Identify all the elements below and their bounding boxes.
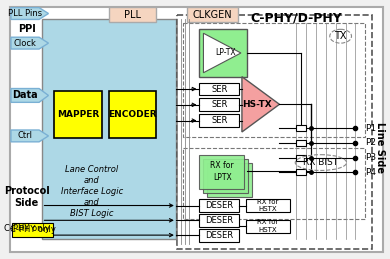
Text: P1: P1	[365, 124, 376, 133]
Text: Clock: Clock	[14, 39, 36, 48]
Bar	[200, 199, 239, 212]
Text: Protocol
Side: Protocol Side	[4, 186, 50, 208]
Text: SER: SER	[211, 84, 227, 93]
Polygon shape	[204, 33, 241, 73]
Text: PLL: PLL	[124, 10, 141, 19]
Text: P2: P2	[365, 138, 376, 147]
Text: P3: P3	[365, 153, 376, 162]
Text: C-PHY only: C-PHY only	[4, 224, 50, 233]
Bar	[200, 98, 239, 111]
Text: PPI: PPI	[18, 24, 35, 34]
Bar	[12, 223, 53, 237]
Text: ENCODER: ENCODER	[108, 110, 157, 119]
Bar	[42, 19, 176, 239]
Text: RX for
HSTX: RX for HSTX	[257, 199, 278, 212]
Text: Lane Control
and
Interface Logic
and
BIST Logic: Lane Control and Interface Logic and BIS…	[61, 164, 123, 218]
Text: HS-TX: HS-TX	[242, 100, 271, 109]
Text: RX for
LPTX: RX for LPTX	[210, 161, 234, 182]
Text: DESER: DESER	[205, 216, 233, 225]
Text: LP-TX: LP-TX	[215, 48, 236, 57]
Bar	[246, 199, 290, 212]
Text: DESER: DESER	[205, 201, 233, 210]
Polygon shape	[11, 37, 48, 49]
Bar	[296, 155, 306, 161]
Polygon shape	[242, 77, 280, 132]
Text: DESER: DESER	[205, 231, 233, 240]
Text: PLL Pins: PLL Pins	[8, 9, 42, 18]
Bar	[207, 163, 252, 197]
Bar	[200, 83, 239, 96]
Bar	[109, 90, 156, 138]
Text: CLKGEN: CLKGEN	[193, 10, 232, 19]
Polygon shape	[11, 8, 48, 19]
Bar	[200, 155, 244, 189]
Text: MAPPER: MAPPER	[57, 110, 99, 119]
Polygon shape	[11, 89, 48, 102]
Bar	[246, 220, 290, 233]
Text: SER: SER	[211, 116, 227, 125]
Polygon shape	[11, 130, 48, 142]
Text: P4: P4	[365, 168, 376, 177]
Bar	[204, 159, 248, 193]
Bar	[183, 23, 365, 137]
Bar	[296, 169, 306, 175]
Text: SER: SER	[211, 100, 227, 109]
Bar	[296, 125, 306, 131]
Bar	[177, 15, 372, 249]
Text: Ctrl: Ctrl	[18, 131, 32, 140]
Bar	[200, 214, 239, 227]
Bar	[187, 6, 238, 22]
Text: TX: TX	[334, 31, 347, 41]
Bar	[296, 140, 306, 146]
Text: C-PHY/D-PHY: C-PHY/D-PHY	[250, 12, 342, 25]
Text: C-PHY only: C-PHY only	[10, 225, 56, 234]
Bar	[200, 29, 247, 77]
Bar	[109, 6, 156, 22]
Bar	[183, 148, 365, 219]
Text: RX BIST: RX BIST	[303, 158, 339, 167]
Bar	[200, 114, 239, 127]
Bar	[200, 229, 239, 242]
Bar	[54, 90, 102, 138]
Text: Data: Data	[12, 90, 38, 100]
Text: Line Side: Line Side	[375, 122, 385, 173]
Text: RX for
HSTX: RX for HSTX	[257, 219, 278, 233]
